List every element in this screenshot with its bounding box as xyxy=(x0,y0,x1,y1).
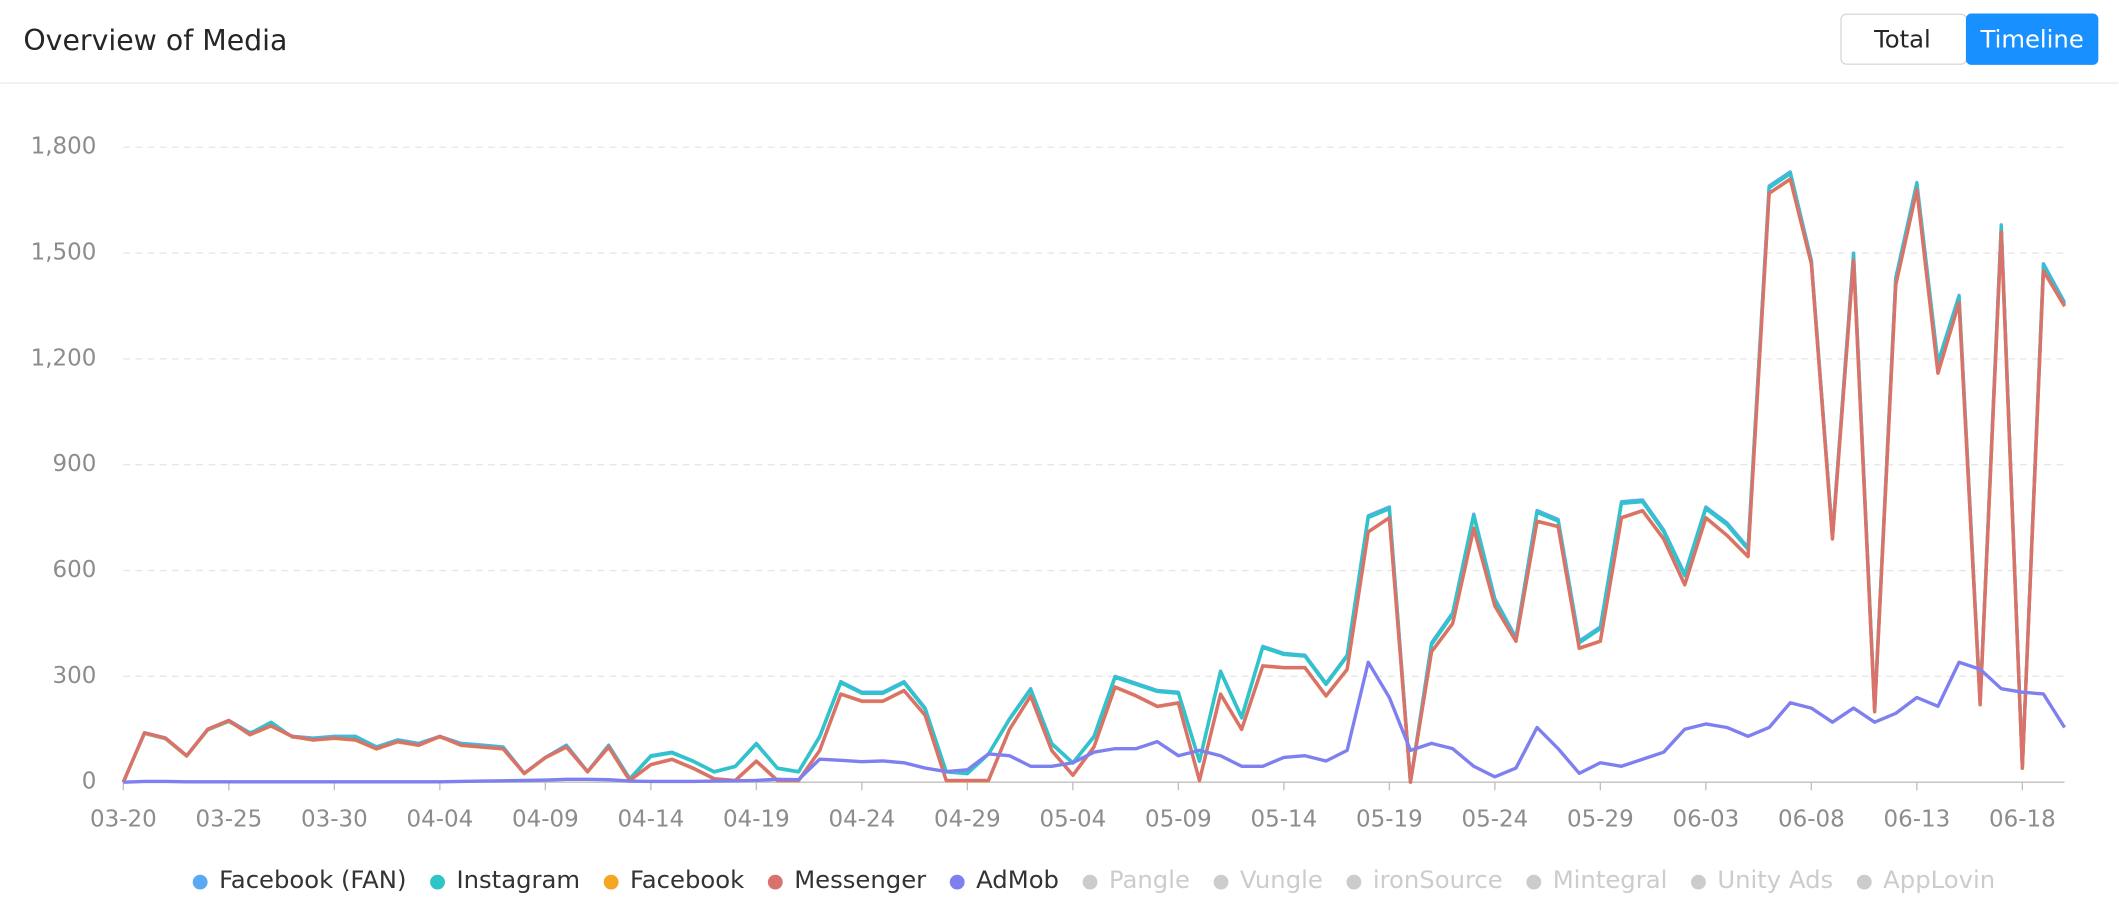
legend-swatch[interactable] xyxy=(767,874,783,890)
legend-swatch[interactable] xyxy=(1526,874,1542,890)
series-line xyxy=(121,177,2067,784)
legend-swatch[interactable] xyxy=(1082,874,1098,890)
x-tick-label: 04-29 xyxy=(934,806,1001,832)
x-tick-label: 04-19 xyxy=(723,806,790,832)
x-tick-label: 04-09 xyxy=(512,806,579,832)
y-tick-label: 300 xyxy=(53,663,97,689)
x-tick-label: 03-20 xyxy=(90,806,157,832)
legend-label[interactable]: Pangle xyxy=(1109,865,1190,894)
legend-label[interactable]: Facebook (FAN) xyxy=(219,865,406,894)
legend-label[interactable]: Vungle xyxy=(1240,865,1323,894)
x-tick-label: 05-19 xyxy=(1356,806,1423,832)
button-timeline-label[interactable]: Timeline xyxy=(1979,25,2083,54)
legend-label[interactable]: AdMob xyxy=(976,865,1059,894)
legend-item-inactive[interactable]: Mintegral xyxy=(1526,865,1667,894)
y-tick-label: 0 xyxy=(82,769,97,795)
y-tick-label: 600 xyxy=(53,557,97,583)
legend-item[interactable]: Facebook (FAN) xyxy=(192,865,407,894)
toggle-timeline[interactable]: Timeline xyxy=(1965,13,2099,65)
x-tick-label: 03-30 xyxy=(301,806,368,832)
legend-label[interactable]: ironSource xyxy=(1373,865,1503,894)
legend-item[interactable]: Facebook xyxy=(603,865,745,894)
legend-swatch[interactable] xyxy=(1691,874,1706,890)
toggle-total[interactable]: Total xyxy=(1840,13,1968,65)
legend-swatch[interactable] xyxy=(192,874,208,890)
legend-swatch[interactable] xyxy=(949,874,965,890)
legend-item-inactive[interactable]: ironSource xyxy=(1346,865,1503,894)
legend-item-inactive[interactable]: AppLovin xyxy=(1856,865,1995,894)
x-tick-label: 05-04 xyxy=(1039,806,1106,832)
x-tick-label: 04-04 xyxy=(406,806,473,832)
x-tick-label: 03-25 xyxy=(195,806,262,832)
panel-title: Overview of Media xyxy=(23,24,287,57)
legend-label[interactable]: Messenger xyxy=(794,865,926,894)
x-tick-label: 06-18 xyxy=(1989,806,2056,832)
legend-swatch[interactable] xyxy=(1213,874,1229,890)
series-line xyxy=(123,660,2066,784)
x-tick-label: 04-24 xyxy=(828,806,895,832)
legend-item[interactable]: AdMob xyxy=(949,865,1059,894)
legend-item[interactable]: Instagram xyxy=(430,865,580,894)
y-tick-label: 1,500 xyxy=(31,240,97,266)
y-tick-label: 1,800 xyxy=(31,134,97,160)
x-tick-label: 06-03 xyxy=(1672,806,1739,832)
legend-label[interactable]: Facebook xyxy=(630,865,744,894)
legend-item[interactable]: Messenger xyxy=(767,865,926,894)
legend-item-inactive[interactable]: Unity Ads xyxy=(1691,865,1833,894)
x-tick-label: 05-14 xyxy=(1250,806,1317,832)
y-tick-label: 1,200 xyxy=(31,345,97,371)
plot: 0 300 600 900 1,200 1,500 1,800 03-20 03-25 03-30… xyxy=(31,134,2067,832)
x-tick-label: 04-14 xyxy=(617,806,684,832)
legend-swatch[interactable] xyxy=(430,874,445,890)
legend-swatch[interactable] xyxy=(1856,874,1872,890)
button-total-label[interactable]: Total xyxy=(1873,25,1931,54)
button-timeline[interactable] xyxy=(1965,13,2099,65)
x-tick-label: 05-09 xyxy=(1145,806,1212,832)
legend-item-inactive[interactable]: Pangle xyxy=(1082,865,1190,894)
x-tick-label: 06-13 xyxy=(1884,806,1951,832)
x-tick-label: 06-08 xyxy=(1778,806,1845,832)
legend-label[interactable]: Unity Ads xyxy=(1717,865,1833,894)
legend-item-inactive[interactable]: Vungle xyxy=(1213,865,1323,894)
legend-label[interactable]: Instagram xyxy=(456,865,580,894)
legend-swatch[interactable] xyxy=(1346,874,1362,890)
x-tick-label: 05-24 xyxy=(1461,806,1528,832)
legend-swatch[interactable] xyxy=(603,874,619,890)
x-tick-label: 05-29 xyxy=(1567,806,1634,832)
legend-label[interactable]: Mintegral xyxy=(1553,865,1668,894)
legend-label[interactable]: AppLovin xyxy=(1883,865,1995,894)
y-tick-label: 900 xyxy=(53,451,97,477)
legend: Facebook (FAN) Instagram Facebook Messenger… xyxy=(192,865,1995,894)
